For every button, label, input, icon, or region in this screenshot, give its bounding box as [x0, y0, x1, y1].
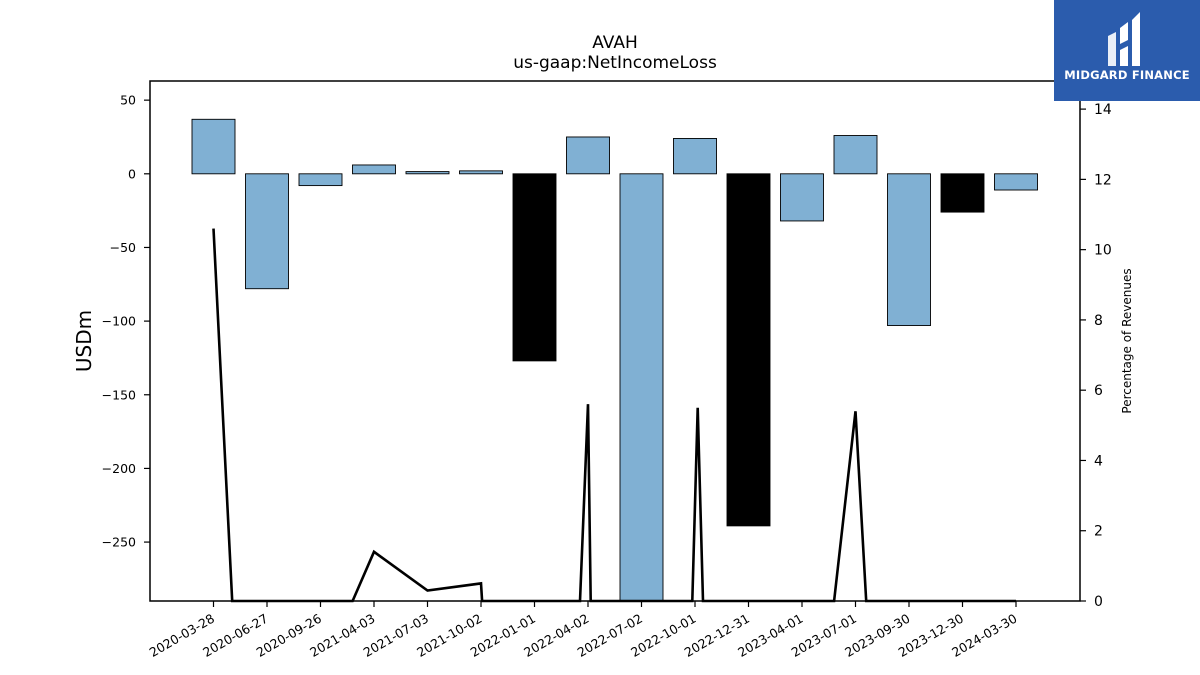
bar-2022-07-02	[619, 173, 664, 602]
pct-revenue-line	[212, 228, 1016, 603]
y2-tick-label: 8	[1094, 313, 1103, 329]
bar-2021-10-02	[459, 170, 503, 175]
chart-subtitle: us-gaap:NetIncomeLoss	[513, 53, 717, 73]
y2-tick-label: 0	[1094, 594, 1103, 610]
y2-tick-label: 12	[1094, 172, 1112, 188]
bar-2023-07-01	[833, 135, 878, 175]
bar-2020-09-26	[298, 173, 343, 187]
bar-2020-06-27	[245, 173, 289, 290]
bar-2021-07-03	[405, 171, 450, 175]
line-series	[212, 228, 1016, 603]
bar-2020-03-28	[191, 118, 236, 175]
y-tick-label: −200	[102, 461, 136, 476]
y2-tick-label: 4	[1094, 453, 1103, 469]
y-tick-label: 50	[120, 93, 136, 108]
y-tick-label: −50	[110, 240, 136, 255]
x-axis: 2020-03-282020-06-272020-09-262021-04-03…	[147, 601, 1020, 660]
bar-2021-04-03	[352, 164, 396, 175]
plot-frame	[149, 80, 1081, 602]
y-axis-label: USDm	[72, 310, 96, 372]
bar-2023-04-01	[780, 173, 824, 222]
midgard-logo-icon	[1108, 12, 1140, 66]
chart-title: AVAH	[592, 33, 638, 53]
y2-tick-label: 6	[1094, 383, 1103, 399]
y2-tick-label: 10	[1094, 243, 1112, 259]
bar-2023-09-30	[887, 173, 931, 326]
y-axis-right: 0 2 4 6 8 10 12 14	[1080, 102, 1112, 610]
bar-2024-03-30	[994, 173, 1038, 191]
bar-series	[191, 118, 1038, 602]
bar-2023-12-30	[940, 173, 985, 213]
y-tick-label: −250	[102, 535, 136, 550]
bar-2022-10-01	[673, 138, 717, 175]
brand-logo: MIDGARD FINANCE	[1054, 0, 1200, 101]
brand-name: MIDGARD FINANCE	[1064, 68, 1190, 82]
bar-2022-04-02	[566, 136, 610, 175]
bar-2022-12-31	[726, 173, 771, 527]
y2-axis-label: Percentage of Revenues	[1120, 268, 1134, 413]
y-tick-label: −150	[102, 387, 136, 402]
y-axis-left: 50 0 −50 −100 −150 −200 −250	[102, 93, 150, 550]
y-tick-label: 0	[128, 166, 136, 181]
y2-tick-label: 2	[1094, 524, 1103, 540]
bar-2022-01-01	[512, 173, 557, 362]
y2-tick-label: 14	[1094, 102, 1112, 118]
y-tick-label: −100	[102, 314, 136, 329]
